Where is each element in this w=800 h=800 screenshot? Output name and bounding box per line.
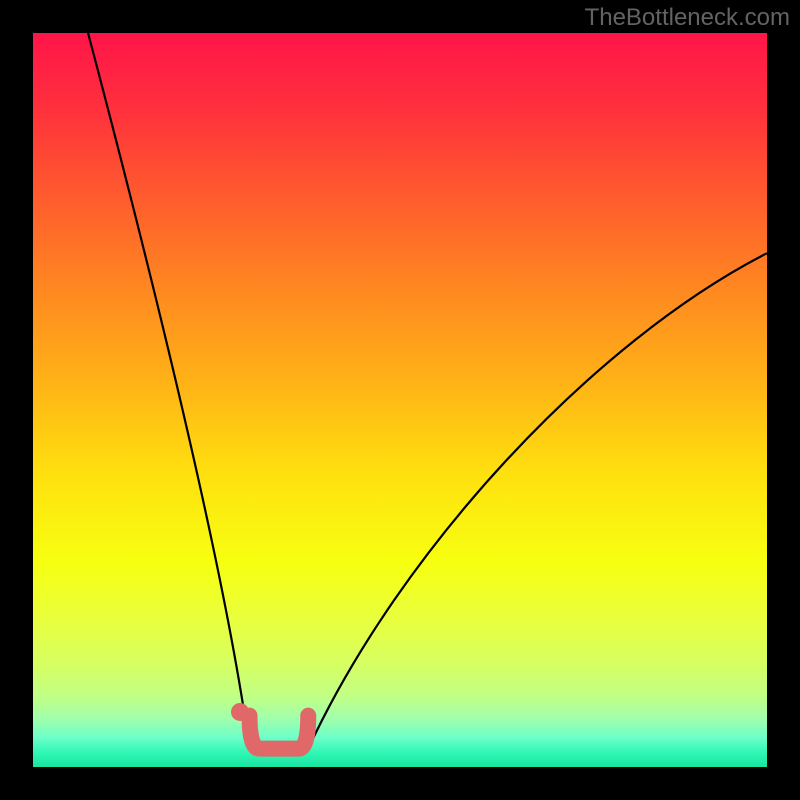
figure-container: TheBottleneck.com: [0, 0, 800, 800]
marker-cap: [250, 716, 309, 749]
attribution-label: TheBottleneck.com: [585, 4, 790, 32]
curve-layer: [33, 33, 767, 767]
plot-area: [33, 33, 767, 767]
marker-dot: [231, 703, 249, 721]
bottleneck-curve: [88, 33, 767, 749]
